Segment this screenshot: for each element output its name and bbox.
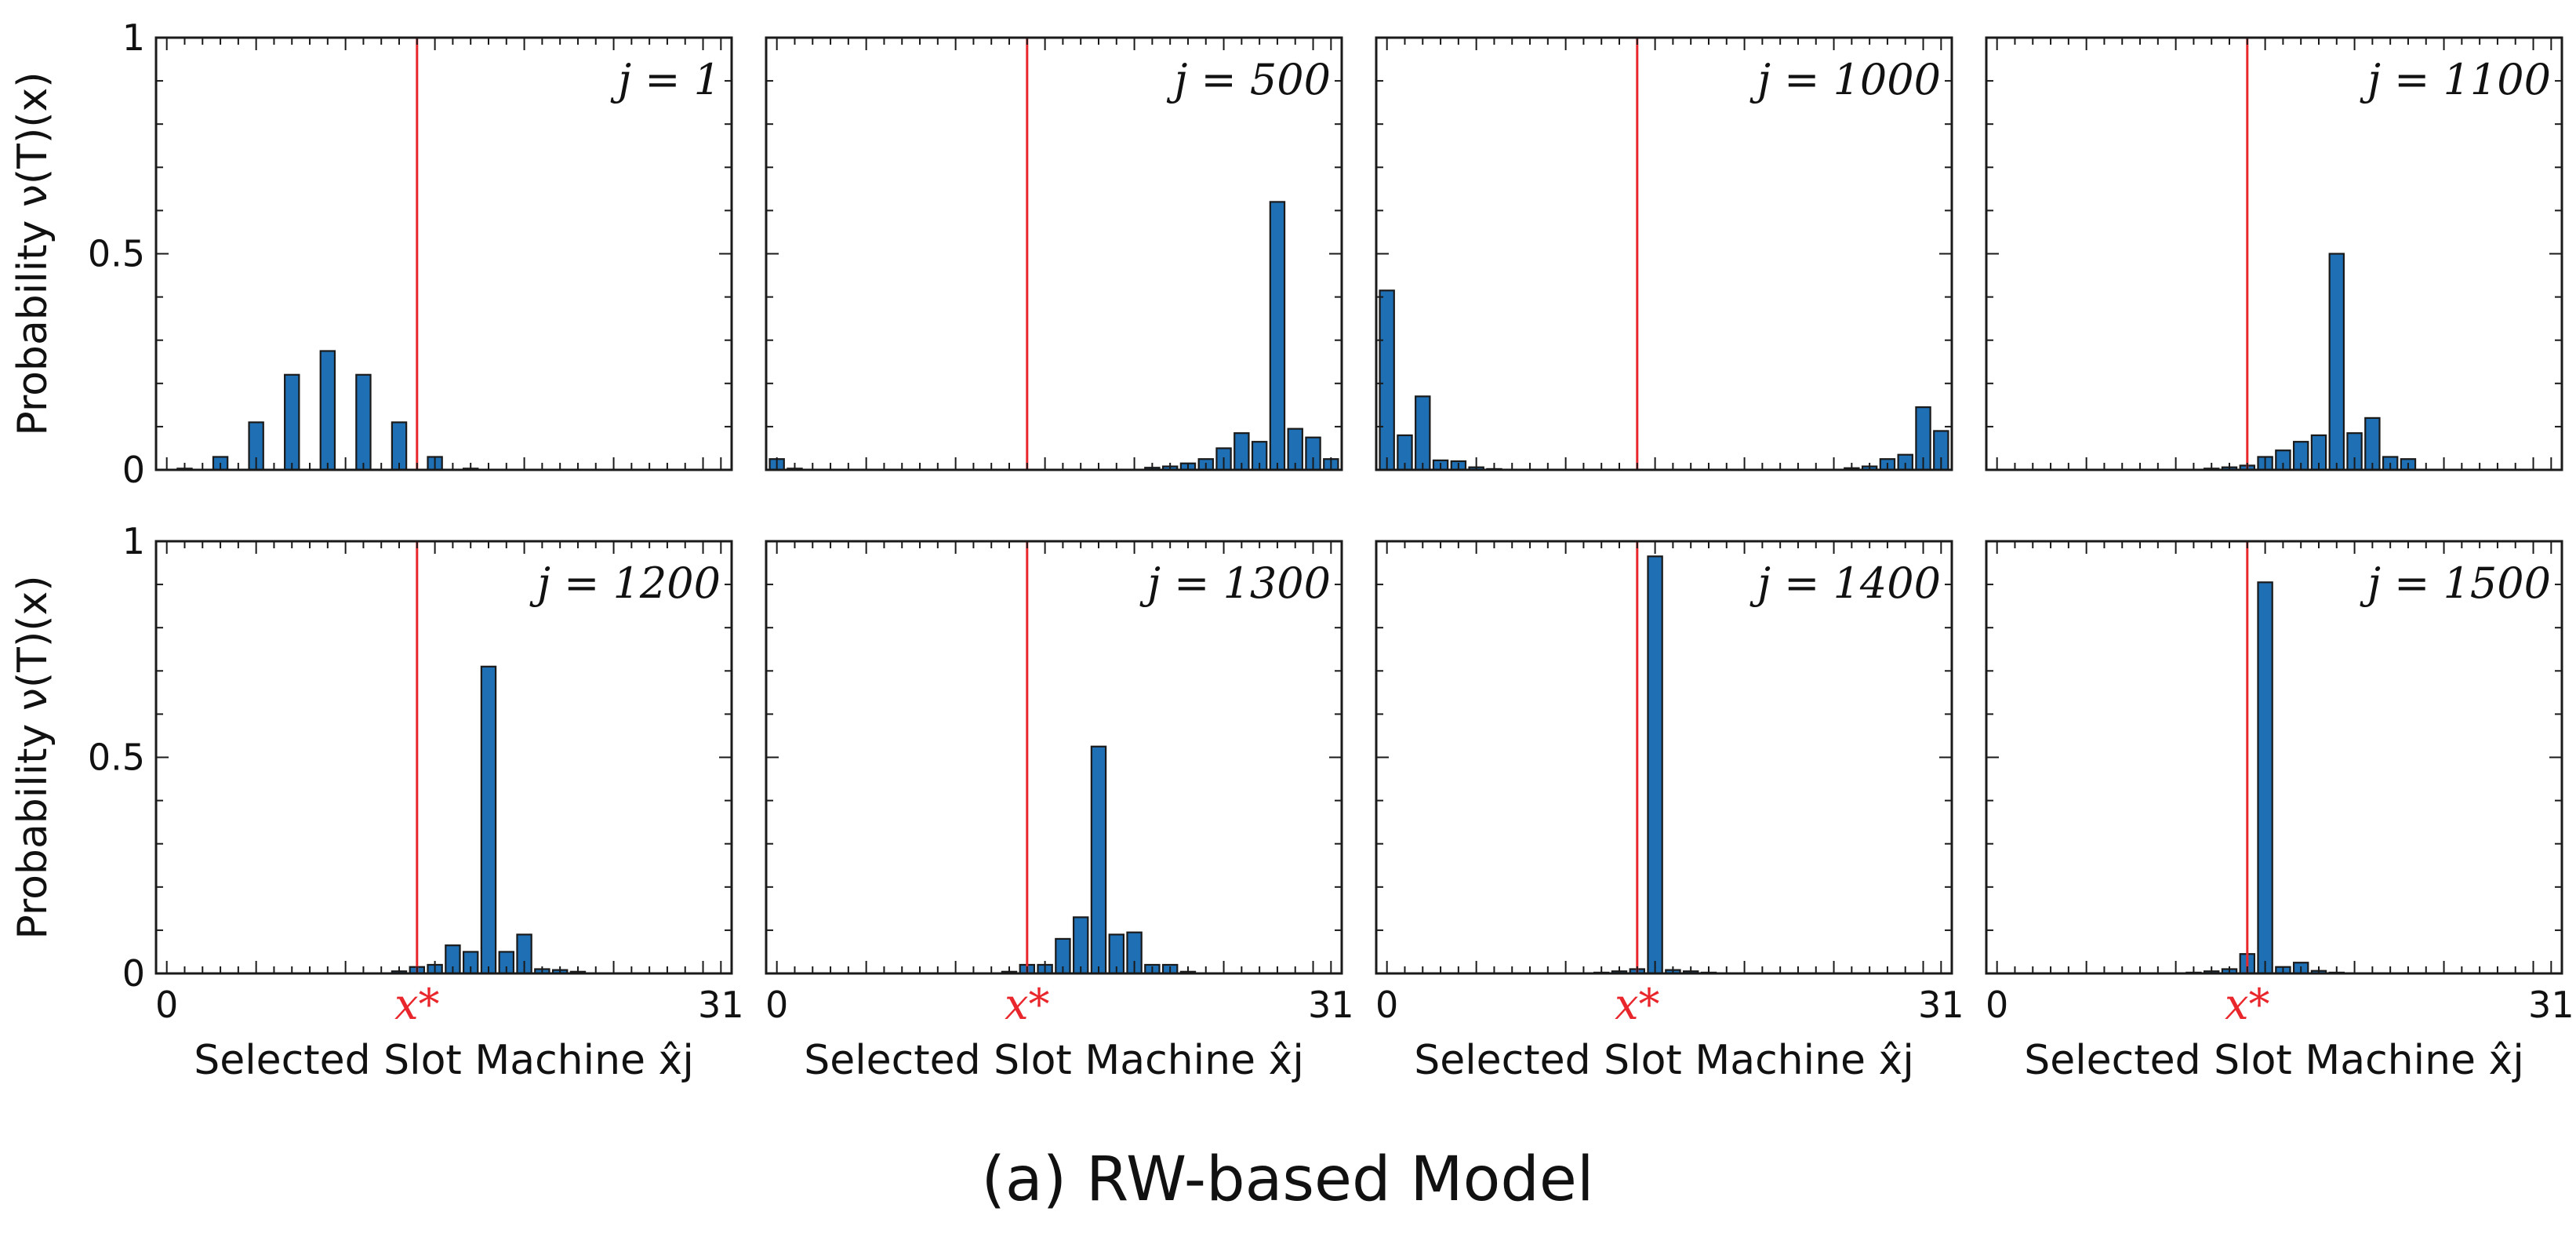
x-tick-label: 31	[698, 984, 744, 1026]
optimal-marker-label: x*	[1615, 980, 1659, 1029]
panel-label: j = 1000	[1749, 55, 1941, 104]
panels: 0 0.5 1 Probability ν(T)(x) j = 1 j = 500 j = …	[9, 16, 2574, 1084]
optimal-marker-label: x*	[1005, 980, 1049, 1029]
panel-label: j = 1	[610, 55, 721, 104]
y-tick-label: 0	[122, 449, 145, 491]
y-tick-label: 0	[122, 952, 145, 995]
bar-x17	[1072, 916, 1089, 975]
bar-x19	[2328, 253, 2345, 471]
plot-area	[156, 541, 732, 973]
bar-x9	[319, 350, 336, 471]
y-axis-label: Probability ν(T)(x)	[9, 71, 56, 435]
bar-x13	[391, 421, 408, 471]
y-tick-label: 0.5	[88, 233, 145, 275]
panel-8: 0 31 x* Selected Slot Machine x̂j j = 1500	[1985, 540, 2574, 1084]
plot-area	[766, 541, 1342, 973]
panel-7: 0 31 x* Selected Slot Machine x̂j j = 1400	[1375, 540, 1964, 1084]
plot-area	[1986, 38, 2562, 470]
bar-x0	[1379, 289, 1395, 471]
panel-label: j = 1500	[2360, 558, 2551, 608]
panel-5: 0 0.5 1 0 31 x* Selected Slot Machine x̂j Proba…	[9, 520, 744, 1084]
panel-6: 0 31 x* Selected Slot Machine x̂j j = 1300	[765, 540, 1354, 1084]
panel-label: j = 500	[1167, 55, 1331, 104]
x-tick-label: 0	[155, 984, 178, 1026]
x-tick-label: 0	[1375, 984, 1398, 1026]
panel-3: j = 1000	[1375, 36, 1953, 471]
panel-label: j = 1200	[529, 558, 721, 608]
optimal-marker-label: x*	[394, 980, 439, 1029]
x-axis-label: Selected Slot Machine x̂j	[1414, 1037, 1914, 1084]
y-tick-label: 1	[122, 16, 145, 59]
x-axis-label: Selected Slot Machine x̂j	[2024, 1037, 2524, 1084]
y-tick-label: 1	[122, 520, 145, 562]
x-tick-label: 0	[765, 984, 788, 1026]
bar-x15	[1647, 555, 1663, 975]
panel-2: j = 500	[765, 36, 1343, 471]
y-tick-label: 0.5	[88, 737, 145, 779]
x-tick-label: 31	[1308, 984, 1354, 1026]
plot-area	[1376, 38, 1952, 470]
panel-4: j = 1100	[1985, 36, 2563, 471]
plot-area	[1376, 541, 1952, 973]
bar-x18	[480, 665, 497, 975]
bar-x15	[2257, 581, 2273, 975]
x-tick-label: 31	[1918, 984, 1964, 1026]
x-tick-label: 31	[2528, 984, 2574, 1026]
bar-x18	[1090, 745, 1107, 975]
panel-label: j = 1300	[1139, 558, 1331, 608]
x-tick-label: 0	[1986, 984, 2008, 1026]
bar-x2	[1415, 395, 1431, 471]
y-axis-label: Probability ν(T)(x)	[9, 575, 56, 939]
plot-area	[766, 38, 1342, 470]
panel-1: 0 0.5 1 Probability ν(T)(x) j = 1	[9, 16, 733, 491]
panel-label: j = 1400	[1749, 558, 1941, 608]
plot-area	[156, 38, 732, 470]
bar-x21	[2364, 417, 2381, 471]
panel-label: j = 1100	[2360, 55, 2551, 104]
plot-area	[1986, 541, 2562, 973]
bar-x11	[355, 373, 372, 471]
optimal-marker-label: x*	[2225, 980, 2269, 1029]
figure-caption: (a) RW-based Model	[981, 1144, 1593, 1215]
x-axis-label: Selected Slot Machine x̂j	[194, 1037, 694, 1084]
x-axis-label: Selected Slot Machine x̂j	[804, 1037, 1304, 1084]
bar-x28	[1269, 201, 1286, 471]
bar-x7	[284, 373, 300, 471]
